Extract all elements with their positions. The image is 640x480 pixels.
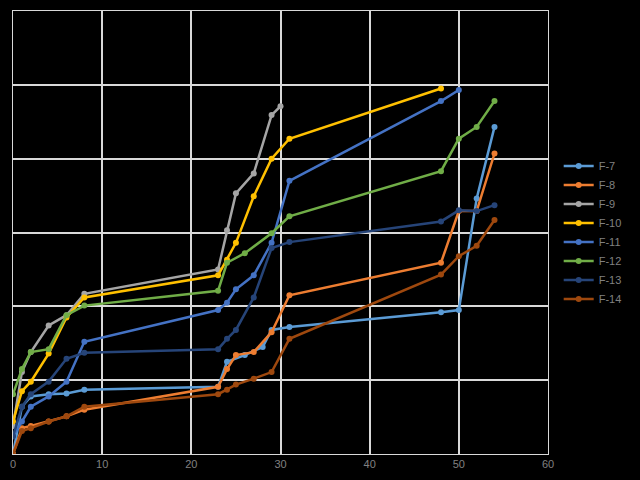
svg-text:F-7: F-7 <box>599 160 616 172</box>
svg-text:F-8: F-8 <box>599 179 616 191</box>
svg-text:30: 30 <box>274 458 286 470</box>
svg-text:F-13: F-13 <box>599 274 622 286</box>
svg-text:60: 60 <box>542 458 554 470</box>
svg-text:10: 10 <box>96 458 108 470</box>
svg-text:40: 40 <box>364 458 376 470</box>
svg-text:F-12: F-12 <box>599 255 622 267</box>
svg-text:F-9: F-9 <box>599 198 616 210</box>
svg-text:20: 20 <box>185 458 197 470</box>
svg-text:0: 0 <box>10 458 16 470</box>
svg-text:50: 50 <box>453 458 465 470</box>
svg-text:F-11: F-11 <box>599 236 621 248</box>
svg-text:F-14: F-14 <box>599 293 622 305</box>
svg-text:F-10: F-10 <box>599 217 622 229</box>
